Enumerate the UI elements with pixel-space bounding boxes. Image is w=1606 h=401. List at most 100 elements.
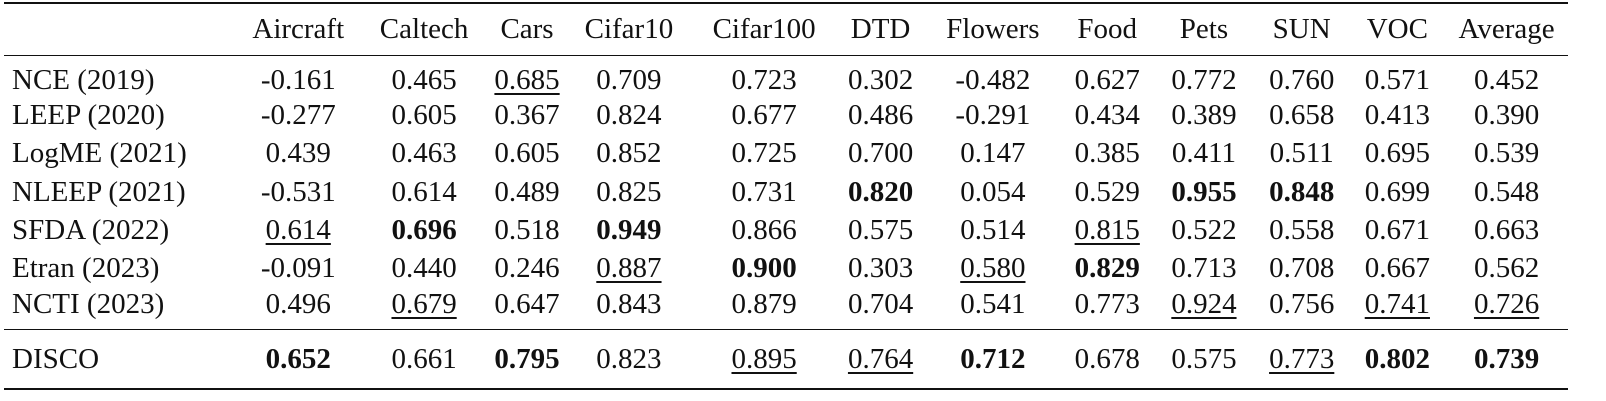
score-cell: 0.411: [1154, 135, 1254, 173]
score-cell: 0.514: [925, 211, 1060, 249]
score-cell: 0.895: [692, 329, 836, 391]
score-cell: 0.802: [1349, 329, 1446, 391]
score-cell: 0.773: [1060, 287, 1155, 330]
score-value: 0.756: [1269, 287, 1335, 320]
score-cell: 0.614: [360, 173, 489, 211]
score-cell: 0.741: [1349, 287, 1446, 330]
score-value: -0.277: [260, 99, 336, 132]
score-cell: 0.708: [1254, 250, 1350, 288]
score-value: 0.852: [596, 137, 662, 170]
score-value: 0.580: [960, 252, 1026, 285]
score-cell: 0.465: [360, 55, 489, 97]
score-cell: 0.955: [1154, 173, 1254, 211]
score-cell: 0.756: [1253, 287, 1350, 330]
method-name-cell: DISCO: [4, 329, 237, 391]
score-value: 0.663: [1473, 214, 1540, 247]
method-name-cell: NCTI (2023): [4, 287, 237, 330]
score-cell: 0.147: [925, 135, 1060, 173]
score-value: -0.531: [260, 175, 336, 208]
score-cell: 0.390: [1445, 97, 1568, 135]
score-cell: 0.605: [360, 97, 489, 135]
score-value: 0.823: [596, 342, 662, 375]
score-value: -0.161: [260, 63, 336, 96]
header-cell-sun: SUN: [1253, 2, 1350, 56]
score-value: 0.829: [1074, 252, 1140, 285]
score-value: 0.848: [1269, 175, 1335, 208]
score-cell: -0.277: [237, 97, 360, 135]
score-cell: 0.246: [489, 250, 566, 288]
table-row: SFDA (2022) 0.614 0.696 0.518 0.949 0.866 0.57…: [4, 211, 1568, 249]
score-value: 0.955: [1171, 175, 1237, 208]
score-cell: 0.772: [1154, 55, 1254, 97]
score-value: 0.541: [960, 287, 1026, 320]
score-cell: 0.486: [836, 97, 925, 135]
score-value: 0.389: [1171, 99, 1237, 132]
score-cell: 0.367: [489, 97, 566, 135]
score-cell: 0.658: [1254, 97, 1350, 135]
score-cell: 0.764: [835, 329, 926, 391]
score-cell: 0.452: [1445, 55, 1568, 97]
score-cell: 0.463: [360, 135, 489, 173]
score-cell: 0.815: [1060, 211, 1154, 249]
table-row: Etran (2023) -0.091 0.440 0.246 0.887 0.900 0.…: [4, 250, 1568, 288]
table-row-disco: DISCO 0.652 0.661 0.795 0.823 0.895 0.764 0.712…: [4, 329, 1568, 391]
score-value: 0.760: [1269, 63, 1335, 96]
score-cell: 0.434: [1060, 97, 1154, 135]
score-cell: 0.489: [489, 173, 566, 211]
score-value: 0.413: [1364, 99, 1430, 132]
score-cell: 0.678: [1060, 329, 1155, 391]
score-cell: 0.054: [925, 173, 1060, 211]
score-cell: 0.511: [1254, 135, 1350, 173]
score-cell: 0.924: [1154, 287, 1254, 330]
score-cell: 0.823: [565, 329, 693, 391]
score-cell: 0.661: [359, 329, 489, 391]
score-value: 0.465: [391, 63, 457, 96]
score-value: 0.949: [596, 214, 662, 247]
score-cell: 0.879: [692, 287, 836, 330]
score-cell: 0.731: [692, 173, 836, 211]
score-value: 0.879: [731, 287, 797, 320]
score-value: 0.708: [1269, 252, 1335, 285]
score-cell: -0.482: [925, 55, 1060, 97]
score-value: 0.661: [391, 342, 457, 375]
score-cell: 0.302: [836, 55, 925, 97]
score-value: 0.704: [847, 287, 914, 320]
score-cell: 0.679: [359, 287, 489, 330]
score-value: 0.795: [494, 342, 560, 375]
score-cell: 0.848: [1254, 173, 1350, 211]
score-value: 0.486: [847, 99, 914, 132]
header-cell-average: Average: [1445, 2, 1568, 56]
score-cell: 0.677: [692, 97, 836, 135]
method-name-cell: LEEP (2020): [12, 99, 165, 132]
score-value: 0.723: [731, 63, 797, 96]
score-value: 0.605: [391, 99, 457, 132]
score-cell: 0.439: [237, 135, 360, 173]
table-row: NCTI (2023) 0.496 0.679 0.647 0.843 0.879 0.70…: [4, 287, 1568, 330]
score-cell: 0.704: [835, 287, 926, 330]
score-value: 0.246: [494, 252, 560, 285]
score-value: 0.302: [847, 63, 914, 96]
score-value: 0.739: [1473, 342, 1540, 375]
method-name-cell: Etran (2023): [12, 252, 160, 285]
header-cell-method: [4, 2, 237, 56]
score-value: 0.772: [1171, 63, 1237, 96]
score-value: -0.482: [955, 63, 1031, 96]
proposed-method-row-group: DISCO 0.652 0.661 0.795 0.823 0.895 0.764 0.712…: [4, 329, 1568, 391]
score-value: 0.463: [391, 137, 457, 170]
score-cell: -0.531: [237, 173, 360, 211]
method-name-cell: NLEEP (2021): [12, 175, 186, 208]
score-cell: 0.522: [1154, 211, 1254, 249]
score-cell: 0.548: [1445, 173, 1568, 211]
score-cell: 0.712: [925, 329, 1061, 391]
header-cell-caltech: Caltech: [359, 2, 489, 56]
score-cell: 0.575: [836, 211, 925, 249]
score-value: 0.385: [1074, 137, 1140, 170]
score-cell: 0.829: [1060, 250, 1154, 288]
score-value: 0.713: [1171, 252, 1237, 285]
score-cell: 0.825: [566, 173, 693, 211]
score-cell: 0.440: [360, 250, 489, 288]
score-cell: 0.671: [1350, 211, 1446, 249]
method-name-cell: NCE (2019): [12, 63, 155, 96]
score-value: 0.820: [847, 175, 914, 208]
